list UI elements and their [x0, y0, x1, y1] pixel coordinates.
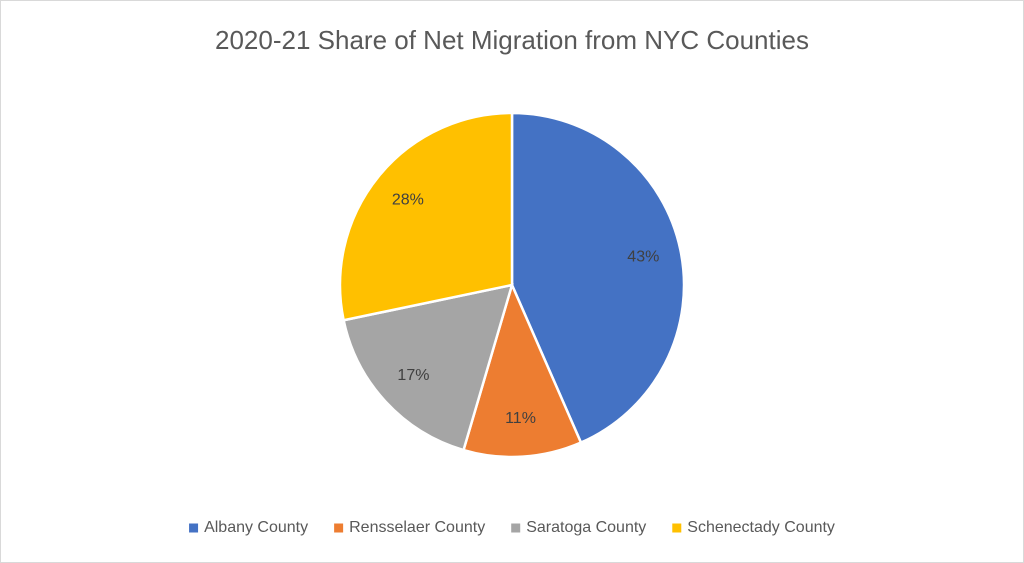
pie-slice	[461, 281, 583, 459]
pie-slice	[342, 283, 514, 452]
data-label: 28%	[392, 192, 424, 209]
legend-swatch	[334, 523, 344, 533]
legend-label: Schenectady County	[687, 519, 835, 536]
legend-label: Rensselaer County	[349, 519, 485, 536]
legend-swatch	[672, 523, 682, 533]
legend-label: Albany County	[204, 519, 308, 536]
data-label: 11%	[505, 410, 536, 427]
chart-title: 2020-21 Share of Net Migration from NYC …	[215, 25, 809, 55]
data-label: 17%	[397, 367, 429, 384]
pie-slice	[338, 111, 514, 322]
data-label: 43%	[627, 249, 659, 266]
legend-swatch	[511, 523, 521, 533]
legend-swatch	[189, 523, 199, 533]
pie-slice	[510, 111, 686, 445]
legend-label: Saratoga County	[526, 519, 646, 536]
